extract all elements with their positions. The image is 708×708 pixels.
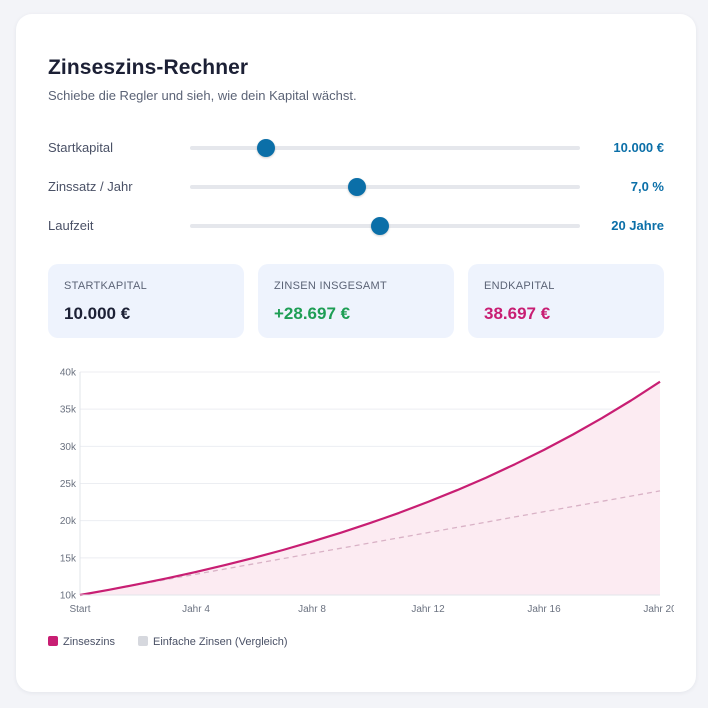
page-subtitle: Schiebe die Regler und sieh, wie dein Ka… — [48, 88, 357, 103]
x-tick-label: Jahr 8 — [298, 604, 326, 615]
slider-label: Laufzeit — [48, 218, 94, 233]
legend-swatch — [138, 636, 148, 646]
y-tick-label: 30k — [60, 442, 77, 453]
stat-label: ENDKAPITAL — [484, 280, 555, 292]
stat-label: STARTKAPITAL — [64, 280, 148, 292]
stat-card-zinsen: ZINSEN INSGESAMT +28.697 € — [258, 264, 454, 338]
slider-label: Startkapital — [48, 140, 114, 155]
stat-label: ZINSEN INSGESAMT — [274, 280, 387, 292]
slider-label: Zinssatz / Jahr — [48, 179, 133, 194]
stat-value: 38.697 € — [484, 304, 551, 323]
startkapital-slider-track[interactable] — [190, 139, 580, 157]
y-tick-label: 25k — [60, 479, 77, 490]
legend-swatch — [48, 636, 58, 646]
startkapital-slider-thumb[interactable] — [257, 139, 276, 157]
growth-chart: 10k 15k 20k 25k 30k 35k 40k Start Jahr 4 Jahr 8 Ja… — [60, 368, 674, 616]
laufzeit-slider-thumb[interactable] — [370, 217, 389, 235]
slider-value: 7,0 % — [630, 179, 664, 194]
y-tick-label: 35k — [60, 405, 77, 416]
x-tick-label: Jahr 4 — [182, 604, 210, 615]
legend-item-zinseszins: Zinseszins — [48, 636, 115, 648]
stat-value: +28.697 € — [274, 304, 351, 323]
stat-card-endkapital: ENDKAPITAL 38.697 € — [468, 264, 664, 338]
slider-row-zinssatz: Zinssatz / Jahr 7,0 % — [48, 175, 664, 199]
y-tick-label: 15k — [60, 553, 77, 564]
legend-label: Einfache Zinsen (Vergleich) — [153, 636, 288, 648]
page-title: Zinseszins-Rechner — [48, 56, 249, 79]
slider-row-startkapital: Startkapital 10.000 € — [48, 136, 664, 160]
slider-value: 20 Jahre — [611, 218, 664, 233]
legend-label: Zinseszins — [63, 636, 115, 648]
zinssatz-slider-track[interactable] — [190, 178, 580, 196]
laufzeit-slider-track[interactable] — [190, 217, 580, 235]
x-tick-label: Jahr 16 — [527, 604, 561, 615]
legend-item-einfache-zinsen: Einfache Zinsen (Vergleich) — [138, 636, 288, 648]
zinseszins-area — [80, 381, 660, 595]
zinssatz-slider-thumb[interactable] — [347, 178, 366, 196]
calculator-card: Zinseszins-Rechner Schiebe die Regler un… — [16, 14, 696, 692]
x-tick-label: Jahr 12 — [411, 604, 445, 615]
stat-card-startkapital: STARTKAPITAL 10.000 € — [48, 264, 244, 338]
y-tick-label: 10k — [60, 591, 77, 602]
y-tick-label: 20k — [60, 516, 77, 527]
zinseszins-line — [79, 380, 661, 597]
x-tick-label: Start — [69, 604, 90, 615]
y-tick-label: 40k — [60, 368, 77, 379]
x-tick-label: Jahr 20 — [643, 604, 674, 615]
slider-row-laufzeit: Laufzeit 20 Jahre — [48, 214, 664, 238]
slider-value: 10.000 € — [613, 140, 664, 155]
stat-value: 10.000 € — [64, 304, 131, 323]
